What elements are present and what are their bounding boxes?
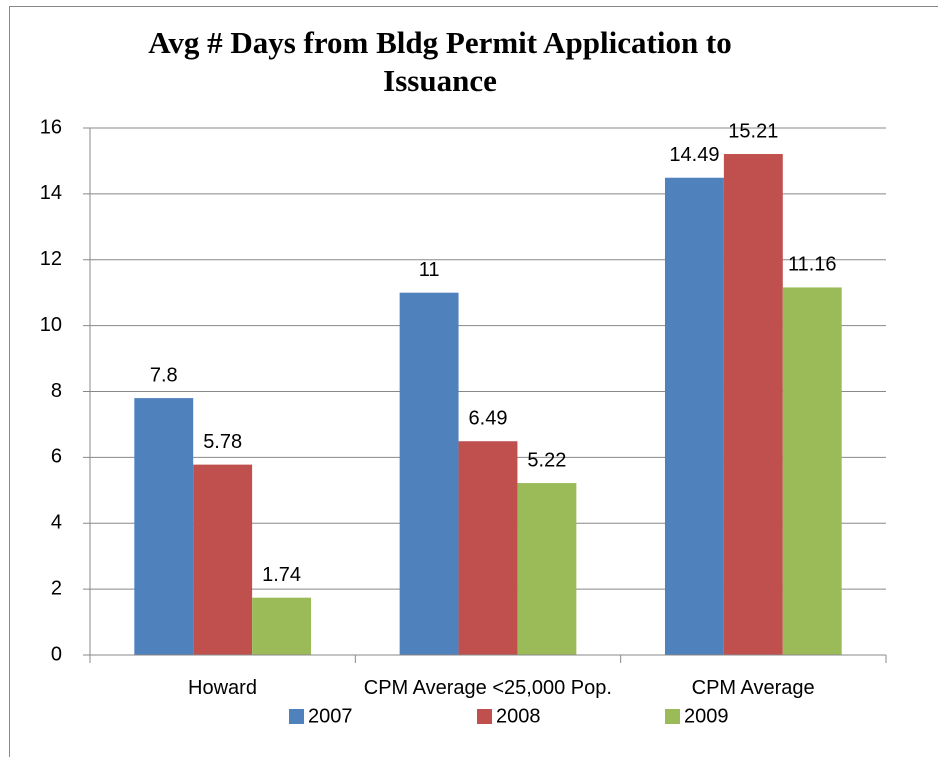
x-tick-label: Howard <box>188 677 257 699</box>
bar <box>458 441 518 655</box>
y-tick-label: 6 <box>51 446 62 468</box>
bar <box>134 398 194 655</box>
bar <box>252 597 312 655</box>
data-label: 14.49 <box>669 144 719 166</box>
bar <box>517 483 577 655</box>
data-label: 11.16 <box>788 254 837 276</box>
legend-swatch <box>665 709 680 724</box>
y-tick-label: 14 <box>40 182 62 204</box>
bar <box>782 287 842 655</box>
data-label: 15.21 <box>728 120 778 142</box>
y-tick-label: 2 <box>51 577 62 599</box>
data-label: 11 <box>419 259 440 281</box>
legend-label: 2008 <box>496 705 541 727</box>
data-label: 5.22 <box>527 449 566 471</box>
legend-label: 2009 <box>684 705 729 727</box>
y-tick-label: 10 <box>40 314 62 336</box>
data-label: 1.74 <box>262 564 301 586</box>
bar <box>664 177 724 655</box>
chart-title: Avg # Days from Bldg Permit Application … <box>148 25 732 98</box>
data-label: 6.49 <box>469 408 508 430</box>
y-tick-label: 8 <box>51 380 62 402</box>
bar <box>399 292 459 655</box>
x-tick-label: CPM Average <box>691 677 815 699</box>
bar <box>193 464 253 655</box>
frame <box>9 6 938 757</box>
y-tick-label: 12 <box>40 248 62 270</box>
data-label: 7.8 <box>150 364 178 386</box>
y-tick-label: 4 <box>51 512 62 534</box>
legend-swatch <box>289 709 304 724</box>
y-tick-label: 16 <box>40 116 62 138</box>
y-tick-label: 0 <box>51 643 62 665</box>
legend-label: 2007 <box>308 705 353 727</box>
x-tick-label: CPM Average <25,000 Pop. <box>363 677 612 699</box>
bar <box>723 154 783 655</box>
legend-swatch <box>477 709 492 724</box>
data-label: 5.78 <box>203 431 242 453</box>
